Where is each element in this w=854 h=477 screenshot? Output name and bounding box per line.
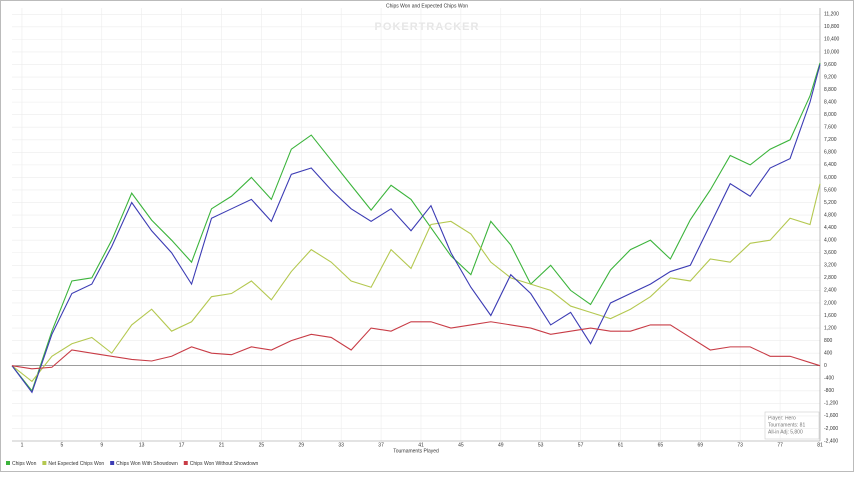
y-tick-label: 2,400: [824, 288, 837, 294]
legend-label: Net Expected Chips Won: [48, 461, 104, 467]
legend-swatch: [42, 461, 47, 465]
y-tick-label: 8,800: [824, 87, 837, 93]
info-player: Player: Hero: [768, 415, 796, 421]
x-tick-label: 33: [338, 442, 344, 448]
y-tick-label: 3,200: [824, 263, 837, 269]
y-tick-label: 4,400: [824, 225, 837, 231]
chart-title: Chips Won and Expected Chips Won: [386, 3, 468, 9]
y-tick-label: 10,000: [824, 49, 840, 55]
y-tick-label: 7,600: [824, 125, 837, 131]
y-tick-label: 1,600: [824, 313, 837, 319]
x-tick-label: 9: [100, 442, 103, 448]
series-line: [11, 321, 821, 370]
y-tick-label: -400: [824, 376, 834, 382]
x-tick-label: 77: [777, 442, 783, 448]
y-tick-label: 7,200: [824, 137, 837, 143]
series-line: [11, 64, 821, 394]
series-line: [11, 62, 821, 392]
x-tick-label: 1: [21, 442, 24, 448]
x-tick-label: 25: [259, 442, 265, 448]
x-tick-label: 69: [698, 442, 704, 448]
x-tick-label: 29: [299, 442, 305, 448]
y-tick-label: -2,000: [824, 426, 838, 432]
y-tick-label: 10,400: [824, 37, 840, 43]
y-tick-label: 5,200: [824, 200, 837, 206]
x-tick-label: 65: [658, 442, 664, 448]
y-tick-label: 0: [824, 363, 827, 369]
legend-swatch: [183, 461, 188, 465]
x-tick-label: 61: [618, 442, 624, 448]
legend-label: Chips Won With Showdown: [116, 461, 178, 467]
x-tick-label: 57: [578, 442, 584, 448]
x-tick-label: 45: [458, 442, 464, 448]
x-tick-label: 53: [538, 442, 544, 448]
y-tick-label: 6,000: [824, 175, 837, 181]
legend-swatch: [6, 461, 10, 465]
info-box: [764, 411, 820, 440]
x-tick-label: 41: [418, 442, 424, 448]
info-adjusted: All-in Adj: 5,800: [768, 429, 803, 435]
x-tick-label: 37: [378, 442, 384, 448]
legend-label: Chips Won Without Showdown: [190, 461, 259, 467]
y-tick-label: 8,400: [824, 99, 837, 105]
y-tick-label: 800: [824, 338, 833, 344]
y-tick-label: 2,000: [824, 300, 837, 306]
y-tick-label: 2,800: [824, 275, 837, 281]
y-tick-label: 4,800: [824, 212, 837, 218]
y-tick-label: -800: [824, 388, 834, 394]
y-tick-label: -2,400: [824, 438, 838, 444]
legend-label: Chips Won: [12, 461, 37, 467]
series-line: [11, 183, 821, 383]
x-tick-label: 73: [737, 442, 743, 448]
y-tick-label: -1,200: [824, 401, 838, 407]
y-tick-label: 9,200: [824, 74, 837, 80]
y-tick-label: 9,600: [824, 62, 837, 68]
y-tick-label: 4,000: [824, 238, 837, 244]
y-tick-label: 5,600: [824, 187, 837, 193]
x-tick-label: 17: [179, 442, 185, 448]
y-tick-label: 6,800: [824, 150, 837, 156]
legend-swatch: [110, 461, 115, 465]
y-tick-label: 11,200: [824, 12, 839, 18]
x-axis-title: Tournaments Played: [393, 448, 439, 454]
y-tick-label: 3,600: [824, 250, 837, 256]
x-tick-label: 21: [219, 442, 225, 448]
y-tick-label: 1,200: [824, 325, 837, 331]
x-tick-label: 81: [817, 442, 823, 448]
info-tournaments: Tournaments: 81: [768, 422, 805, 428]
y-tick-label: 6,400: [824, 162, 837, 168]
x-tick-label: 5: [60, 442, 63, 448]
x-tick-label: 13: [139, 442, 145, 448]
y-tick-label: 10,800: [824, 24, 840, 30]
y-tick-label: 8,000: [824, 112, 837, 118]
y-tick-label: -1,600: [824, 413, 838, 419]
x-tick-label: 49: [498, 442, 504, 448]
y-tick-label: 400: [824, 350, 833, 356]
